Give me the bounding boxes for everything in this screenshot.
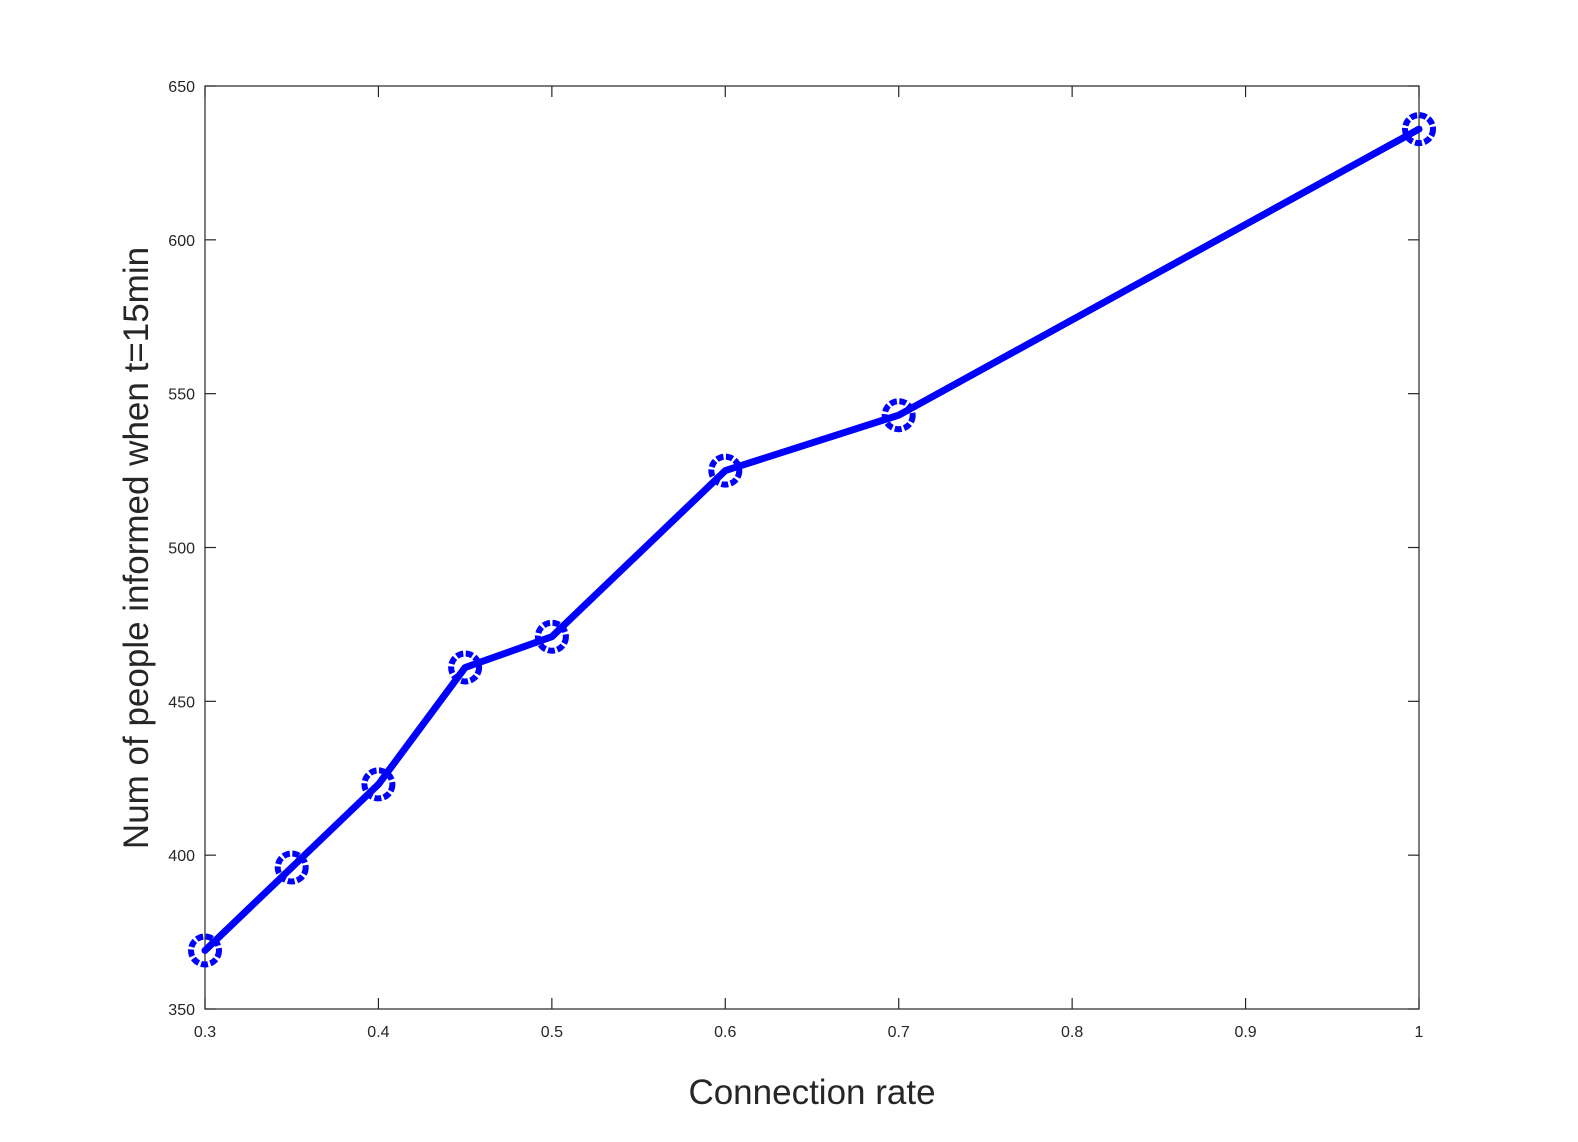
y-ticks: 350 400 450 500 550 600 650	[168, 79, 1419, 1019]
data-point-marker	[188, 933, 222, 968]
plot-frame	[204, 85, 1420, 1010]
x-tick-label: 1	[1415, 1024, 1424, 1041]
plot-background	[205, 86, 1419, 1009]
x-tick-label: 0.6	[714, 1024, 736, 1041]
y-tick-label: 550	[168, 387, 195, 404]
x-tick-label: 0.4	[367, 1024, 389, 1041]
data-point-marker	[881, 398, 916, 433]
y-tick-label: 400	[168, 848, 195, 865]
x-tick-label: 0.9	[1234, 1024, 1256, 1041]
x-tick-label: 0.7	[888, 1024, 910, 1041]
y-tick-label: 450	[168, 694, 195, 711]
data-point-marker	[448, 650, 483, 685]
y-tick-label: 350	[168, 1002, 195, 1019]
x-axis-label: Connection rate	[688, 1073, 935, 1112]
data-point-marker	[361, 767, 396, 802]
x-tick-label: 0.8	[1061, 1024, 1083, 1041]
y-tick-label: 650	[168, 79, 195, 96]
series-line	[201, 125, 1423, 954]
y-tick-label: 600	[168, 233, 195, 250]
x-tick-label: 0.3	[194, 1024, 216, 1041]
series-layer	[188, 112, 1436, 968]
x-tick-label: 0.5	[541, 1024, 563, 1041]
data-point-marker	[708, 453, 743, 488]
data-point-marker	[1402, 112, 1436, 147]
data-point-marker	[274, 850, 309, 885]
y-axis-label: Num of people informed when t=15min	[117, 247, 156, 849]
x-ticks: 0.3 0.4 0.5 0.6 0.7 0.8 0.9 1	[194, 86, 1424, 1041]
y-tick-label: 500	[168, 541, 195, 558]
data-point-marker	[534, 619, 569, 654]
